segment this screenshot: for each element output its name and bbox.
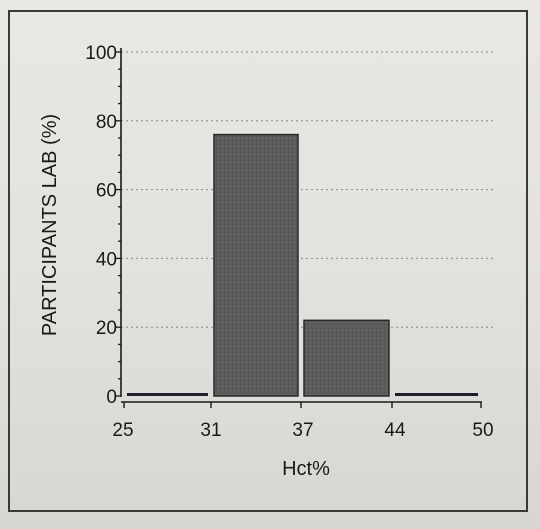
bars [127,133,478,397]
axes [120,48,482,403]
bar [213,133,299,397]
x-tick-label: 25 [112,420,133,441]
y-tick-label: 20 [96,318,117,339]
x-ticks: 25 31 37 44 50 [112,402,494,441]
bar [395,393,478,396]
figure-frame [8,10,528,512]
y-ticks: 0 20 40 60 80 100 [85,43,121,408]
y-tick-label: 40 [96,249,117,270]
bar [127,393,208,396]
gridlines [121,51,493,328]
y-axis-title: PARTICIPANTS LAB (%) [39,114,61,336]
x-axis-title: Hct% [282,458,330,480]
x-tick-label: 44 [384,420,406,441]
y-tick-label: 100 [85,43,117,64]
x-tick-label: 37 [292,420,313,441]
y-tick-label: 60 [96,181,117,202]
x-tick-label: 50 [472,420,493,441]
bar [303,319,390,397]
x-tick-label: 31 [200,420,221,441]
y-tick-label: 0 [106,387,117,408]
y-tick-label: 80 [96,112,117,133]
